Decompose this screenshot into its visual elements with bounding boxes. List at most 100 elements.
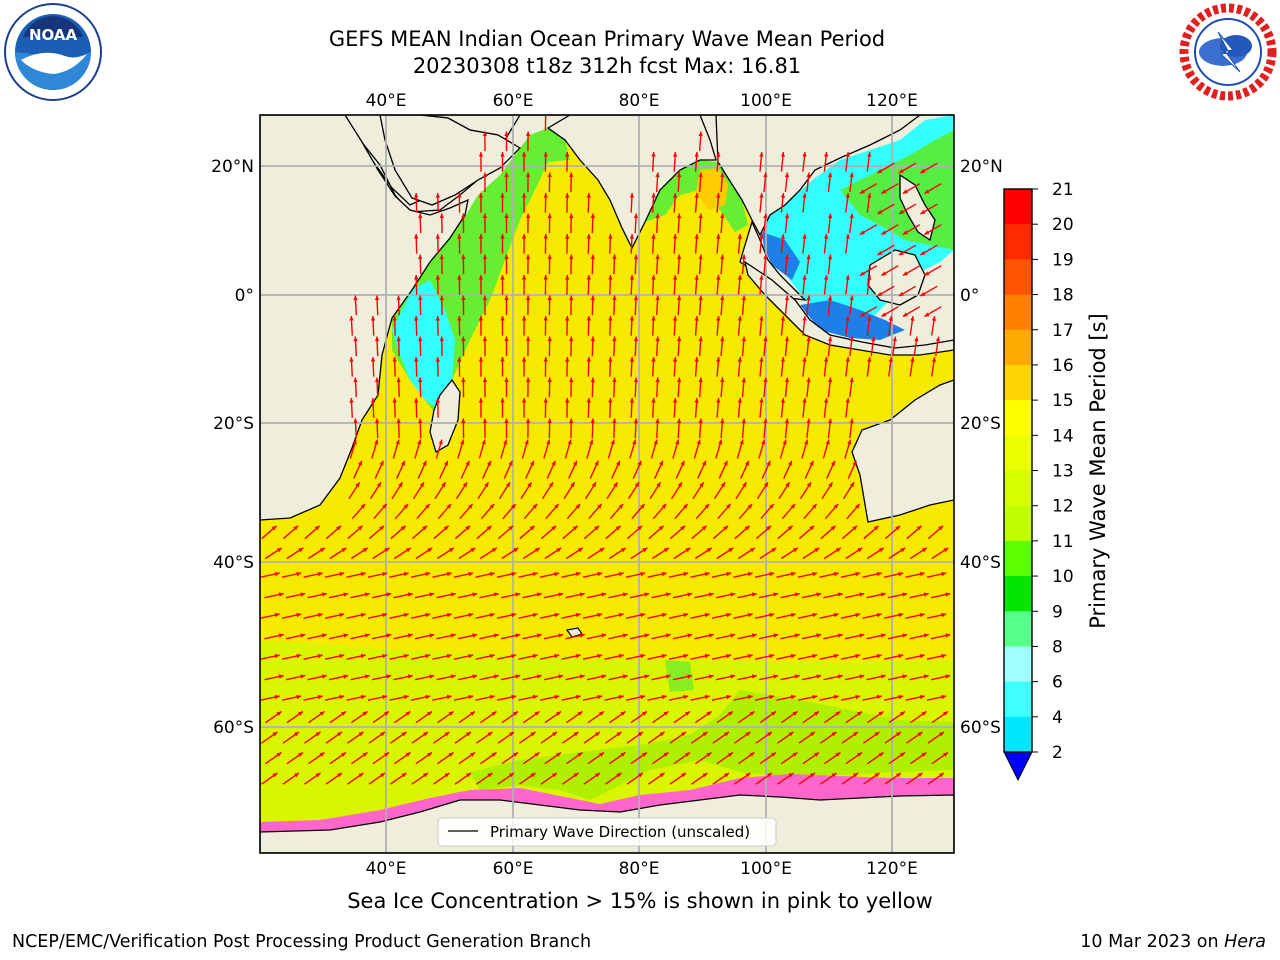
- wave-direction-arrow: [883, 612, 904, 619]
- colorbar-swatch: [1004, 259, 1032, 296]
- wave-direction-arrow: [439, 336, 444, 357]
- wave-direction-arrow: [584, 481, 597, 500]
- wave-direction-arrow: [673, 710, 691, 724]
- wave-direction-arrow: [525, 418, 531, 439]
- wave-direction-arrow: [565, 592, 585, 599]
- wave-direction-arrow: [569, 213, 574, 234]
- wave-direction-arrow: [518, 653, 538, 660]
- wave-direction-arrow: [504, 377, 509, 398]
- wave-direction-arrow: [669, 772, 687, 785]
- wave-direction-arrow: [629, 192, 635, 213]
- wave-direction-arrow: [605, 525, 622, 540]
- wave-direction-arrow: [286, 710, 304, 724]
- sea-ice-edge: [260, 774, 954, 832]
- wave-direction-arrow: [582, 571, 603, 578]
- wave-direction-arrow: [797, 612, 818, 619]
- wave-direction-arrow: [475, 653, 495, 660]
- wave-direction-arrow: [927, 731, 945, 744]
- wave-direction-arrow: [478, 233, 484, 254]
- wave-direction-arrow: [583, 772, 601, 785]
- wave-direction-arrow: [801, 674, 822, 681]
- wave-direction-arrow: [325, 731, 343, 744]
- wave-direction-arrow: [565, 151, 570, 172]
- wave-direction-arrow: [367, 612, 388, 619]
- wave-direction-arrow: [374, 377, 380, 398]
- wave-direction-arrow: [740, 460, 750, 479]
- wave-direction-arrow: [715, 633, 736, 640]
- wave-direction-arrow: [625, 694, 646, 701]
- colorbar-ticks: 21 20 19 18 17 16 15 14 13 12 11 10 9 8 6 4 2: [1032, 180, 1074, 763]
- wave-direction-arrow: [716, 397, 721, 418]
- wave-direction-arrow: [655, 336, 660, 357]
- wave-direction-arrow: [651, 633, 671, 640]
- wave-direction-arrow: [672, 439, 680, 459]
- wave-direction-arrows: [260, 115, 951, 785]
- wave-direction-arrow: [694, 397, 699, 418]
- wave-direction-arrow: [543, 356, 548, 377]
- wave-direction-arrow: [539, 653, 560, 660]
- wave-direction-arrow: [870, 336, 876, 357]
- wave-direction-arrow: [396, 336, 401, 357]
- wave-direction-arrow: [415, 710, 433, 724]
- wave-direction-arrow: [285, 633, 306, 640]
- wave-direction-arrow: [328, 592, 349, 599]
- colorbar: 21 20 19 18 17 16 15 14 13 12 11 10 9 8 6 4 2 Primary Wa…: [1003, 180, 1110, 782]
- wave-direction-arrow: [565, 674, 585, 681]
- wave-direction-arrow: [866, 275, 872, 295]
- wave-direction-arrow: [647, 653, 667, 660]
- wave-direction-arrow: [281, 612, 302, 619]
- wave-direction-arrow: [902, 224, 921, 236]
- wave-direction-arrow: [416, 503, 431, 520]
- wave-direction-arrow: [609, 751, 626, 765]
- wave-direction-arrow: [690, 653, 710, 660]
- wave-direction-arrow: [842, 481, 855, 500]
- madagascar: [429, 378, 461, 453]
- wave-direction-arrow: [672, 233, 678, 254]
- wave-direction-arrow: [633, 377, 639, 398]
- wave-direction-arrow: [547, 213, 552, 234]
- wave-direction-arrow: [435, 356, 440, 377]
- wave-direction-arrow: [931, 547, 949, 560]
- wave-direction-arrow: [759, 357, 764, 377]
- wave-direction-arrow: [909, 674, 929, 681]
- wave-direction-arrow: [453, 694, 474, 701]
- wave-direction-arrow: [756, 481, 769, 500]
- wave-direction-arrow: [525, 172, 531, 193]
- wave-direction-arrow: [261, 731, 278, 744]
- wave-direction-arrow: [845, 398, 850, 418]
- wave-direction-arrow: [924, 306, 942, 318]
- wave-direction-arrow: [930, 674, 951, 681]
- wave-direction-arrow: [604, 571, 624, 578]
- wave-direction-arrow: [586, 315, 591, 336]
- wave-direction-arrow: [844, 633, 865, 640]
- wave-direction-arrow: [632, 460, 642, 479]
- wave-direction-arrow: [733, 571, 753, 578]
- wave-direction-arrow: [755, 772, 773, 785]
- wave-direction-arrow: [390, 731, 407, 744]
- wave-direction-arrow: [741, 418, 746, 439]
- wave-direction-arrow: [566, 710, 583, 724]
- wave-direction-arrow: [325, 525, 342, 540]
- wave-direction-arrow: [826, 460, 836, 479]
- wave-direction-arrow: [798, 772, 816, 785]
- wave-direction-arrow: [845, 193, 850, 213]
- wave-direction-arrow: [329, 710, 347, 724]
- colorbar-tick-label: 12: [1052, 497, 1074, 517]
- wave-direction-arrow: [629, 633, 650, 640]
- colorbar-swatch: [1004, 646, 1032, 683]
- wave-direction-arrow: [459, 503, 474, 520]
- wave-direction-arrow: [587, 710, 605, 724]
- footer-date: 10 Mar 2023 on Hera: [1080, 932, 1266, 952]
- wave-direction-arrow: [562, 731, 579, 744]
- colorbar-tick-label: 17: [1052, 321, 1074, 341]
- wave-direction-arrow: [525, 460, 535, 479]
- wave-direction-arrow: [877, 162, 895, 174]
- colorbar-extend-triangle: [1003, 751, 1033, 782]
- wave-direction-arrow: [521, 356, 527, 377]
- wave-direction-arrow: [884, 731, 902, 744]
- wave-direction-arrow: [329, 547, 347, 560]
- wave-direction-arrow: [504, 254, 509, 275]
- wave-direction-arrow: [586, 592, 607, 599]
- wave-direction-arrow: [734, 525, 751, 540]
- wave-direction-arrow: [823, 357, 829, 377]
